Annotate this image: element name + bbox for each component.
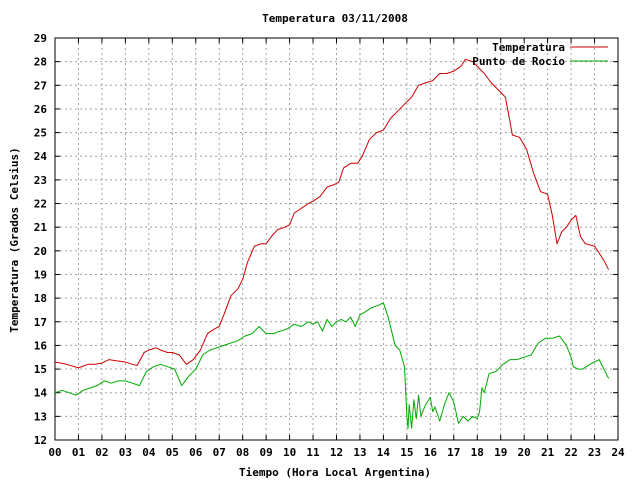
x-tick-label: 15 bbox=[400, 446, 413, 459]
y-tick-label: 13 bbox=[34, 410, 47, 423]
x-tick-label: 24 bbox=[611, 446, 625, 459]
x-tick-label: 10 bbox=[283, 446, 296, 459]
x-tick-label: 09 bbox=[260, 446, 273, 459]
x-tick-label: 22 bbox=[564, 446, 577, 459]
x-tick-label: 20 bbox=[518, 446, 531, 459]
y-tick-label: 14 bbox=[34, 387, 48, 400]
x-tick-label: 12 bbox=[330, 446, 343, 459]
y-tick-label: 29 bbox=[34, 32, 47, 45]
y-tick-label: 26 bbox=[34, 103, 48, 116]
x-tick-label: 19 bbox=[494, 446, 507, 459]
y-tick-label: 20 bbox=[34, 245, 47, 258]
y-tick-label: 18 bbox=[34, 292, 47, 305]
x-tick-label: 05 bbox=[166, 446, 179, 459]
x-tick-label: 23 bbox=[588, 446, 601, 459]
x-tick-label: 04 bbox=[142, 446, 156, 459]
y-axis-label: Temperatura (Grados Celsius) bbox=[8, 147, 21, 332]
y-tick-label: 27 bbox=[34, 79, 47, 92]
x-tick-label: 01 bbox=[72, 446, 86, 459]
x-tick-label: 17 bbox=[447, 446, 460, 459]
x-tick-label: 14 bbox=[377, 446, 391, 459]
y-tick-label: 24 bbox=[34, 150, 48, 163]
x-tick-label: 11 bbox=[306, 446, 320, 459]
x-tick-label: 21 bbox=[541, 446, 555, 459]
x-tick-label: 13 bbox=[353, 446, 366, 459]
data-series bbox=[54, 58, 610, 429]
y-tick-label: 23 bbox=[34, 174, 47, 187]
x-tick-label: 07 bbox=[213, 446, 226, 459]
x-tick-label: 16 bbox=[424, 446, 438, 459]
series-line-punto-de-rocio bbox=[54, 302, 610, 429]
y-tick-label: 19 bbox=[34, 268, 47, 281]
x-tick-label: 18 bbox=[471, 446, 484, 459]
y-tick-label: 16 bbox=[34, 339, 48, 352]
y-tick-label: 25 bbox=[34, 127, 47, 140]
y-tick-label: 28 bbox=[34, 56, 47, 69]
y-tick-label: 12 bbox=[34, 434, 47, 447]
x-tick-label: 06 bbox=[189, 446, 203, 459]
legend-label-punto-de-rocio: Punto de Rocío bbox=[472, 55, 565, 68]
y-tick-label: 21 bbox=[34, 221, 48, 234]
y-tick-label: 22 bbox=[34, 198, 47, 211]
y-tick-label: 15 bbox=[34, 363, 47, 376]
chart-title: Temperatura 03/11/2008 bbox=[262, 12, 408, 25]
y-tick-label: 17 bbox=[34, 316, 47, 329]
x-tick-label: 08 bbox=[236, 446, 249, 459]
x-tick-label: 03 bbox=[119, 446, 132, 459]
legend: Temperatura Punto de Rocío bbox=[472, 41, 608, 68]
x-tick-label: 02 bbox=[95, 446, 108, 459]
x-axis-label: Tiempo (Hora Local Argentina) bbox=[239, 466, 431, 479]
x-tick-label: 00 bbox=[48, 446, 61, 459]
legend-label-temperatura: Temperatura bbox=[492, 41, 565, 54]
series-line-temperatura bbox=[54, 58, 610, 369]
axis-ticks: 00 01 02 03 04 05 06 07 08 09 10 11 12 13 14 15 16 17 18 19… bbox=[34, 32, 625, 459]
